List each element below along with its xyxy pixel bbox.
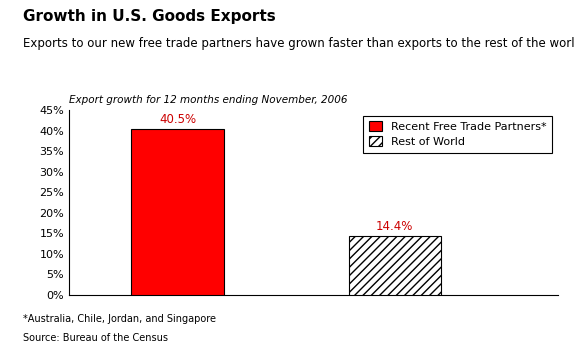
Legend: Recent Free Trade Partners*, Rest of World: Recent Free Trade Partners*, Rest of Wor… [363, 116, 552, 153]
Text: Growth in U.S. Goods Exports: Growth in U.S. Goods Exports [23, 9, 276, 24]
Text: Export growth for 12 months ending November, 2006: Export growth for 12 months ending Novem… [69, 95, 347, 105]
Text: *Australia, Chile, Jordan, and Singapore: *Australia, Chile, Jordan, and Singapore [23, 314, 216, 324]
Text: Exports to our new free trade partners have grown faster than exports to the res: Exports to our new free trade partners h… [23, 37, 575, 50]
Bar [348, 236, 441, 295]
Bar [132, 129, 224, 295]
Text: 40.5%: 40.5% [159, 113, 196, 126]
Text: Source: Bureau of the Census: Source: Bureau of the Census [23, 333, 168, 343]
Text: 14.4%: 14.4% [376, 220, 413, 233]
